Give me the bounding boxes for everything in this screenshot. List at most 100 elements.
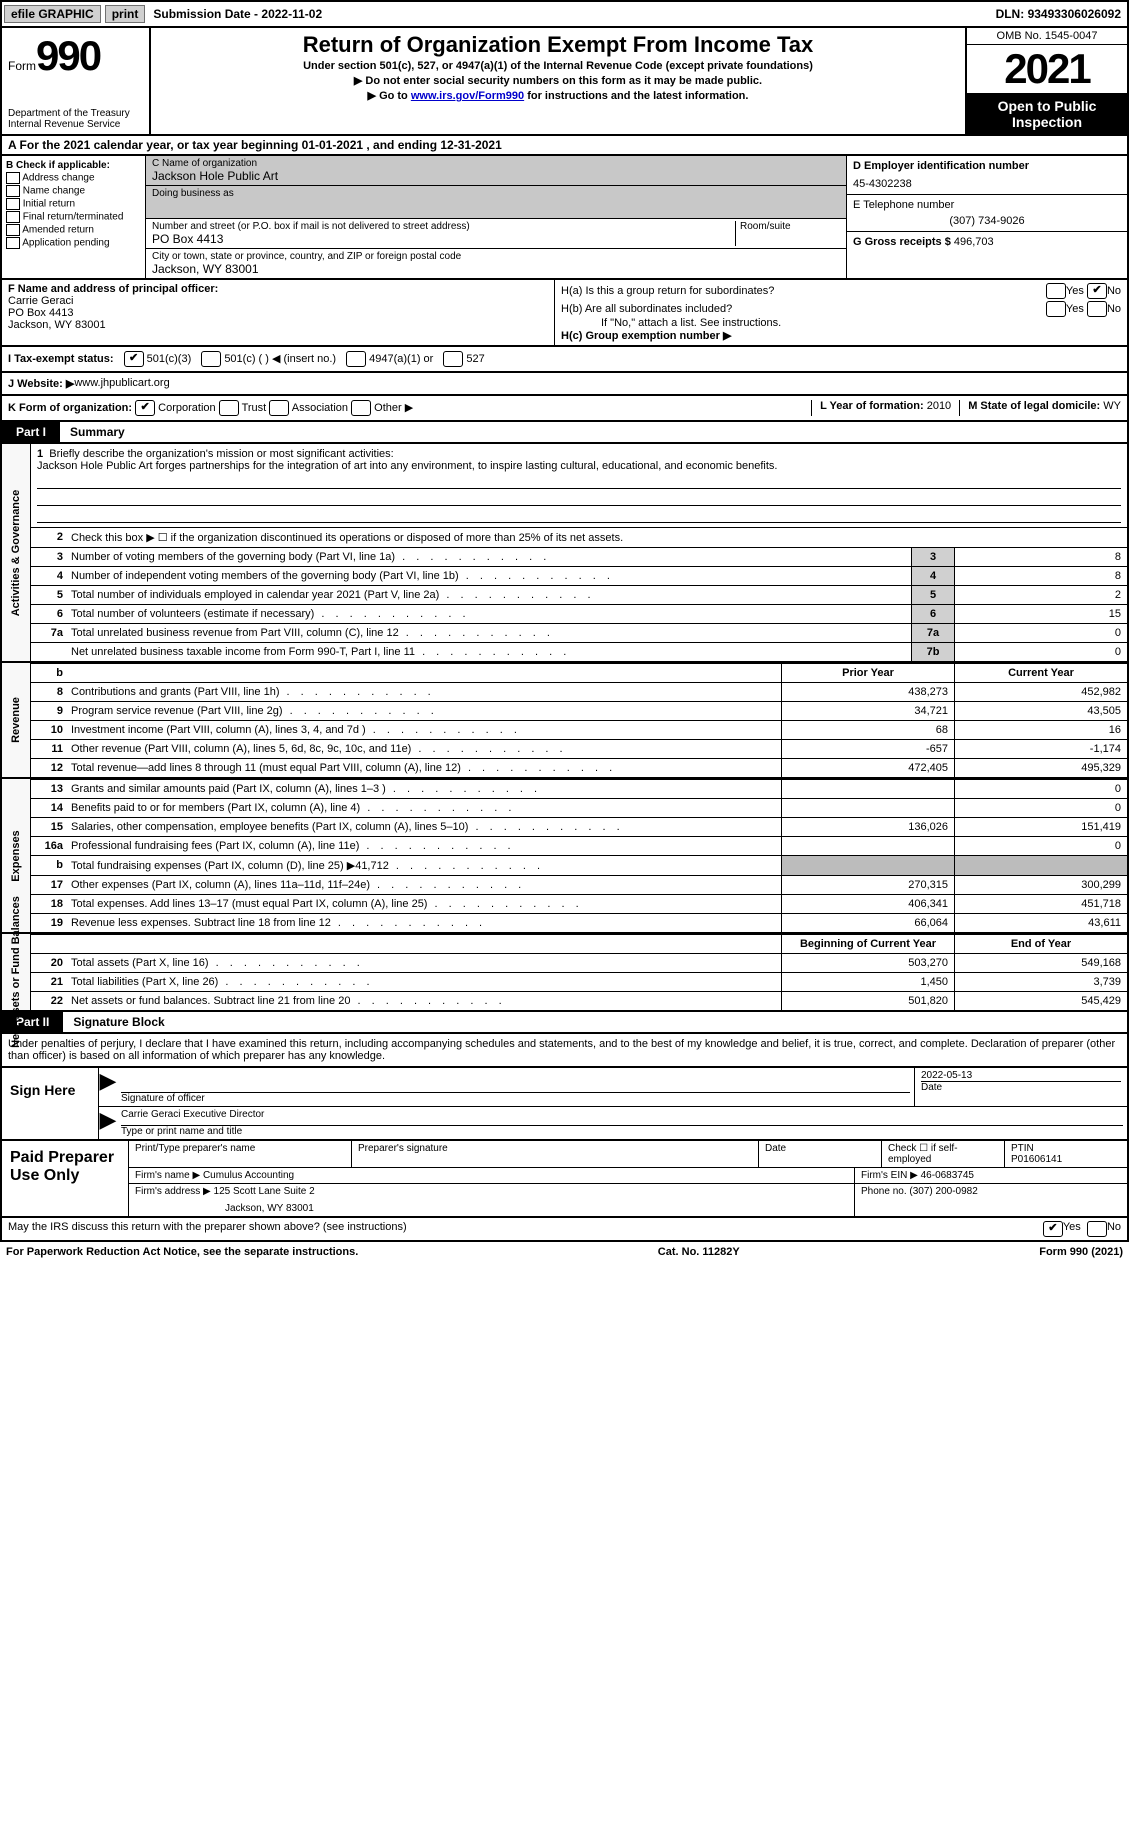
tax-status-label: I Tax-exempt status: [8, 353, 114, 365]
chk-address-change[interactable]: Address change [6, 172, 141, 184]
sig-intro: Under penalties of perjury, I declare th… [0, 1034, 1129, 1068]
revenue-block: Revenue b Prior Year Current Year 8Contr… [0, 663, 1129, 779]
na-header: Beginning of Current Year End of Year [31, 934, 1127, 953]
summary-row: 20Total assets (Part X, line 16)503,2705… [31, 953, 1127, 972]
phone-label: E Telephone number [853, 199, 1121, 211]
k-label: K Form of organization: [8, 402, 132, 414]
box-m: M State of legal domicile: WY [959, 400, 1121, 416]
hb-note: If "No," attach a list. See instructions… [561, 317, 1121, 329]
sig-date-label: Date [921, 1081, 1121, 1093]
summary-row: 13Grants and similar amounts paid (Part … [31, 779, 1127, 798]
addr-label: Number and street (or P.O. box if mail i… [152, 221, 735, 232]
header-mid: Return of Organization Exempt From Incom… [151, 28, 965, 134]
irs-link[interactable]: www.irs.gov/Form990 [411, 90, 524, 102]
website-value: www.jhpublicart.org [74, 377, 169, 390]
org-name-row: C Name of organization Jackson Hole Publ… [146, 156, 846, 186]
hc-label: H(c) Group exemption number ▶ [561, 329, 1121, 342]
firm-ein: 46-0683745 [921, 1170, 974, 1181]
box-c: C Name of organization Jackson Hole Publ… [146, 156, 846, 278]
mission-text: Jackson Hole Public Art forges partnersh… [37, 460, 777, 472]
chk-527[interactable] [443, 351, 463, 367]
tax-year: 2021 [967, 45, 1127, 94]
ptin-value: P01606141 [1011, 1154, 1121, 1165]
state-domicile: WY [1103, 400, 1121, 412]
summary-row: 19Revenue less expenses. Subtract line 1… [31, 913, 1127, 932]
ha-yes[interactable] [1046, 283, 1066, 299]
paid-preparer-label: Paid Preparer Use Only [2, 1141, 129, 1216]
sig-typed-label: Type or print name and title [121, 1126, 1123, 1137]
chk-amended[interactable]: Amended return [6, 224, 141, 236]
form-title: Return of Organization Exempt From Incom… [155, 32, 961, 58]
footer: For Paperwork Reduction Act Notice, see … [0, 1242, 1129, 1262]
cat-no: Cat. No. 11282Y [658, 1246, 740, 1258]
chk-501c[interactable] [201, 351, 221, 367]
discuss-no[interactable] [1087, 1221, 1107, 1237]
chk-trust[interactable] [219, 400, 239, 416]
part2-header: Part II Signature Block [0, 1012, 1129, 1034]
mission-block: 1 Briefly describe the organization's mi… [31, 444, 1127, 527]
city-row: City or town, state or province, country… [146, 249, 846, 278]
chk-assoc[interactable] [269, 400, 289, 416]
print-button[interactable]: print [105, 5, 146, 23]
sign-here-label: Sign Here [2, 1068, 99, 1139]
chk-initial-return[interactable]: Initial return [6, 198, 141, 210]
discuss-yes[interactable] [1043, 1221, 1063, 1237]
side-rev: Revenue [2, 663, 31, 777]
prep-sig-label: Preparer's signature [352, 1141, 759, 1167]
dba-row: Doing business as [146, 186, 846, 219]
ein-row: D Employer identification number 45-4302… [847, 156, 1127, 195]
discuss-line: May the IRS discuss this return with the… [0, 1218, 1129, 1242]
col-current-year: Current Year [954, 664, 1127, 682]
chk-name-change[interactable]: Name change [6, 185, 141, 197]
entity-block: B Check if applicable: Address change Na… [0, 156, 1129, 280]
firm-addr-row: Firm's address ▶ 125 Scott Lane Suite 2 … [129, 1184, 855, 1216]
top-bar: efile GRAPHIC print Submission Date - 20… [0, 0, 1129, 28]
prep-self-label: Check ☐ if self-employed [882, 1141, 1005, 1167]
chk-501c3[interactable] [124, 351, 144, 367]
hb-label: H(b) Are all subordinates included? [561, 303, 1046, 315]
form-number: 990 [36, 32, 100, 79]
header-left: Form990 Department of the Treasury Inter… [2, 28, 151, 134]
dept-treasury: Department of the Treasury Internal Reve… [8, 108, 143, 130]
hb-no[interactable] [1087, 301, 1107, 317]
submission-date-label: Submission Date - 2022-11-02 [153, 7, 322, 21]
chk-corp[interactable] [135, 400, 155, 416]
phone-row: E Telephone number (307) 734-9026 [847, 195, 1127, 232]
summary-row: 15Salaries, other compensation, employee… [31, 817, 1127, 836]
sign-block: Sign Here ▶ Signature of officer 2022-05… [0, 1068, 1129, 1141]
chk-4947[interactable] [346, 351, 366, 367]
ha-no[interactable] [1087, 283, 1107, 299]
chk-final-return[interactable]: Final return/terminated [6, 211, 141, 223]
ha-label: H(a) Is this a group return for subordin… [561, 285, 1046, 297]
chk-app-pending[interactable]: Application pending [6, 237, 141, 249]
year-formation: 2010 [927, 400, 951, 412]
summary-row: 9Program service revenue (Part VIII, lin… [31, 701, 1127, 720]
box-f: F Name and address of principal officer:… [2, 280, 555, 345]
officer-name: Carrie Geraci [8, 295, 548, 307]
officer-block: F Name and address of principal officer:… [0, 280, 1129, 347]
omb-number: OMB No. 1545-0047 [967, 28, 1127, 45]
form-subtitle: Under section 501(c), 527, or 4947(a)(1)… [155, 60, 961, 72]
box-l: L Year of formation: 2010 [811, 400, 951, 416]
hb-yes[interactable] [1046, 301, 1066, 317]
pra-notice: For Paperwork Reduction Act Notice, see … [6, 1246, 358, 1258]
city-label: City or town, state or province, country… [152, 251, 840, 262]
firm-phone: (307) 200-0982 [909, 1186, 977, 1197]
gross-row: G Gross receipts $ 496,703 [847, 232, 1127, 252]
firm-ein-row: Firm's EIN ▶ 46-0683745 [855, 1168, 1127, 1183]
header-right: OMB No. 1545-0047 2021 Open to Public In… [965, 28, 1127, 134]
sub-label: Submission Date - [153, 7, 261, 21]
efile-badge: efile GRAPHIC [4, 5, 101, 23]
expenses-block: Expenses 13Grants and similar amounts pa… [0, 779, 1129, 934]
period-line: A For the 2021 calendar year, or tax yea… [0, 136, 1129, 156]
box-b-label: B Check if applicable: [6, 160, 141, 171]
chk-other[interactable] [351, 400, 371, 416]
officer-addr2: Jackson, WY 83001 [8, 319, 548, 331]
netassets-block: Net Assets or Fund Balances Beginning of… [0, 934, 1129, 1012]
side-ag: Activities & Governance [2, 444, 31, 661]
summary-row: 5Total number of individuals employed in… [31, 585, 1127, 604]
firm-name: Cumulus Accounting [203, 1170, 294, 1181]
room-suite: Room/suite [735, 221, 840, 246]
box-deg: D Employer identification number 45-4302… [846, 156, 1127, 278]
org-name-label: C Name of organization [152, 158, 840, 169]
